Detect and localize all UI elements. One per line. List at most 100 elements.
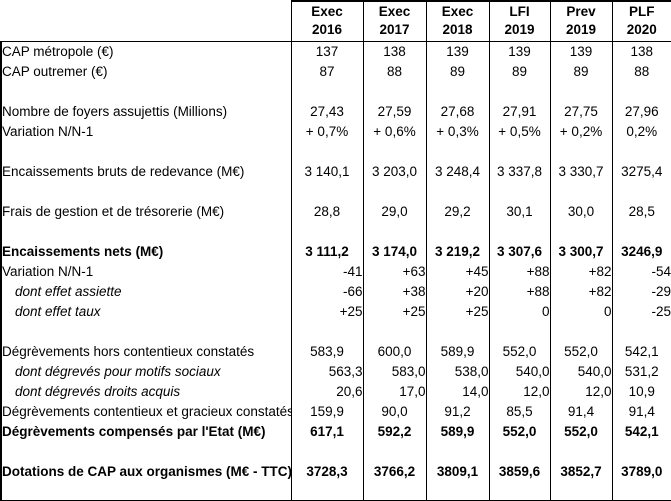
value-plf-2020: 28,5 <box>611 201 671 221</box>
value-lfi-2019: 30,1 <box>488 201 551 221</box>
value-exec-2017: +63 <box>362 261 427 281</box>
value-exec-2016 <box>290 141 364 161</box>
value-lfi-2019 <box>488 441 551 461</box>
value-exec-2018 <box>425 141 490 161</box>
column-year: 2016 <box>311 22 343 38</box>
column-year: 2019 <box>504 22 535 38</box>
column-year: 2018 <box>442 22 473 38</box>
table-row <box>0 181 671 201</box>
value-plf-2020: -29 <box>611 281 671 301</box>
value-exec-2018: 27,68 <box>425 101 490 121</box>
value-exec-2017: +25 <box>362 301 427 321</box>
value-exec-2016: 583,9 <box>290 341 364 361</box>
row-label: Encaissements nets (M€) <box>0 241 292 261</box>
value-exec-2018: + 0,3% <box>425 121 490 141</box>
column-period: PLF <box>629 4 655 20</box>
value-exec-2016: 617,1 <box>290 421 364 441</box>
value-exec-2018 <box>425 221 490 241</box>
value-exec-2017 <box>362 181 427 201</box>
value-plf-2020 <box>611 481 671 501</box>
table-row <box>0 221 671 241</box>
row-label: Dégrèvements hors contentieux constatés <box>0 341 292 361</box>
row-label <box>0 481 292 501</box>
value-lfi-2019: 552,0 <box>488 421 551 441</box>
row-label: Encaissements bruts de redevance (M€) <box>0 161 292 181</box>
value-exec-2016: 3728,3 <box>290 461 364 481</box>
value-exec-2018: 139 <box>425 41 490 61</box>
value-lfi-2019: +88 <box>488 281 551 301</box>
row-label: dont dégrevés droits acquis <box>0 381 292 401</box>
value-lfi-2019: 3 307,6 <box>488 241 551 261</box>
value-exec-2017: 17,0 <box>362 381 427 401</box>
value-lfi-2019 <box>488 321 551 341</box>
row-label <box>0 81 292 101</box>
value-exec-2018: +25 <box>425 301 490 321</box>
value-prev-2019 <box>549 141 613 161</box>
value-exec-2018: 3809,1 <box>425 461 490 481</box>
value-exec-2018: +45 <box>425 261 490 281</box>
value-prev-2019 <box>549 481 613 501</box>
value-exec-2016 <box>290 81 364 101</box>
value-exec-2018 <box>425 81 490 101</box>
table-row: Dotations de CAP aux organismes (M€ - TT… <box>0 461 671 481</box>
row-label <box>0 441 292 461</box>
value-plf-2020: 3246,9 <box>611 241 671 261</box>
value-lfi-2019: 3859,6 <box>488 461 551 481</box>
column-header-exec-2017: Exec 2017 <box>362 0 427 42</box>
value-exec-2016 <box>290 481 364 501</box>
table-body: CAP métropole (€) 137 138 139 139 139 13… <box>0 41 671 501</box>
value-exec-2016: -66 <box>290 281 364 301</box>
value-exec-2017: 3766,2 <box>362 461 427 481</box>
column-period: Exec <box>311 4 343 20</box>
value-plf-2020: 0,2% <box>611 121 671 141</box>
value-lfi-2019 <box>488 81 551 101</box>
value-exec-2017: 3 203,0 <box>362 161 427 181</box>
value-exec-2016: 563,3 <box>290 361 364 381</box>
table-row <box>0 481 671 501</box>
column-period: LFI <box>509 4 530 20</box>
value-exec-2017: 27,59 <box>362 101 427 121</box>
value-plf-2020: 3275,4 <box>611 161 671 181</box>
value-prev-2019: 3 300,7 <box>549 241 613 261</box>
value-exec-2016: + 0,7% <box>290 121 364 141</box>
value-prev-2019: 30,0 <box>549 201 613 221</box>
value-lfi-2019: 0 <box>488 301 551 321</box>
table-row: Variation N/N-1 + 0,7% + 0,6% + 0,3% + 0… <box>0 121 671 141</box>
table-row: CAP outremer (€) 87 88 89 89 89 88 <box>0 61 671 81</box>
value-prev-2019: 3 330,7 <box>549 161 613 181</box>
table-row: Dégrèvements hors contentieux constatés … <box>0 341 671 361</box>
value-exec-2016: +25 <box>290 301 364 321</box>
value-prev-2019 <box>549 221 613 241</box>
value-plf-2020 <box>611 441 671 461</box>
value-prev-2019: 12,0 <box>549 381 613 401</box>
value-prev-2019 <box>549 181 613 201</box>
table-row: Encaissements nets (M€) 3 111,2 3 174,0 … <box>0 241 671 261</box>
value-exec-2017: 29,0 <box>362 201 427 221</box>
row-label <box>0 321 292 341</box>
value-plf-2020 <box>611 141 671 161</box>
table-header-row: Exec 2016 Exec 2017 Exec 2018 LFI 2019 P… <box>1 0 671 42</box>
value-lfi-2019: 552,0 <box>488 341 551 361</box>
value-plf-2020: 10,9 <box>611 381 671 401</box>
value-lfi-2019: 27,91 <box>488 101 551 121</box>
table-row: Nombre de foyers assujettis (Millions) 2… <box>0 101 671 121</box>
value-lfi-2019 <box>488 481 551 501</box>
value-exec-2018 <box>425 441 490 461</box>
value-prev-2019: 89 <box>549 61 613 81</box>
table-row <box>0 141 671 161</box>
column-header-prev-2019: Prev 2019 <box>549 0 613 42</box>
column-period: Exec <box>378 4 411 20</box>
value-plf-2020 <box>611 81 671 101</box>
value-exec-2016: 137 <box>290 41 364 61</box>
value-lfi-2019: 3 337,8 <box>488 161 551 181</box>
table-row <box>0 81 671 101</box>
row-label <box>0 221 292 241</box>
value-plf-2020 <box>611 321 671 341</box>
table-row: Dégrèvements contentieux et gracieux con… <box>0 401 671 421</box>
value-exec-2016: 20,6 <box>290 381 364 401</box>
row-label: Dégrèvements compensés par l'Etat (M€) <box>0 421 292 441</box>
value-exec-2018: 589,9 <box>425 421 490 441</box>
value-prev-2019: +82 <box>549 281 613 301</box>
value-exec-2017: 3 174,0 <box>362 241 427 261</box>
